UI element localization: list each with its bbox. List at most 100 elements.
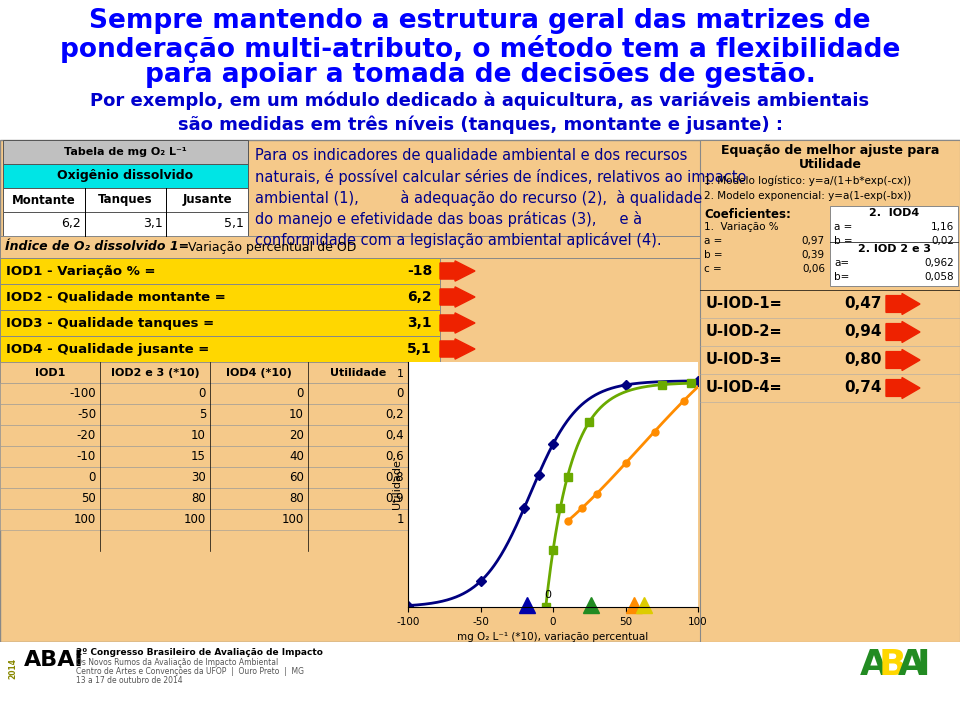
- Text: IOD2 - Qualidade montante =: IOD2 - Qualidade montante =: [6, 290, 226, 303]
- Text: a =: a =: [834, 222, 852, 232]
- FancyBboxPatch shape: [0, 425, 408, 446]
- Text: 13 a 17 de outubro de 2014: 13 a 17 de outubro de 2014: [76, 676, 182, 685]
- Text: 60: 60: [289, 471, 304, 484]
- Text: Por exemplo, em um módulo dedicado à aquicultura, as variáveis ambientais: Por exemplo, em um módulo dedicado à aqu…: [90, 92, 870, 111]
- FancyBboxPatch shape: [0, 509, 408, 530]
- Text: para apoiar a tomada de decisões de gestão.: para apoiar a tomada de decisões de gest…: [145, 62, 815, 88]
- Text: 0,97: 0,97: [802, 236, 825, 246]
- Text: a =: a =: [704, 236, 722, 246]
- Text: Utilidade: Utilidade: [799, 158, 861, 171]
- FancyBboxPatch shape: [0, 310, 440, 336]
- FancyBboxPatch shape: [0, 383, 408, 404]
- Text: 20: 20: [289, 429, 304, 442]
- Text: 1. Modelo logístico: y=a/(1+b*exp(-cx)): 1. Modelo logístico: y=a/(1+b*exp(-cx)): [704, 176, 911, 187]
- Text: 5,1: 5,1: [224, 217, 244, 231]
- Text: -100: -100: [69, 387, 96, 400]
- Text: 100: 100: [183, 513, 206, 526]
- X-axis label: mg O₂ L⁻¹ (*10), variação percentual: mg O₂ L⁻¹ (*10), variação percentual: [457, 633, 649, 643]
- Text: a=: a=: [834, 258, 850, 268]
- Text: 0,39: 0,39: [802, 250, 825, 260]
- Text: 0,4: 0,4: [385, 429, 404, 442]
- Text: 0,962: 0,962: [924, 258, 954, 268]
- Text: b =: b =: [834, 236, 852, 246]
- Text: 0: 0: [396, 387, 404, 400]
- Text: 1: 1: [397, 368, 404, 378]
- Text: 3,1: 3,1: [143, 217, 162, 231]
- Text: IOD1: IOD1: [35, 368, 65, 378]
- Text: 2. IOD 2 e 3: 2. IOD 2 e 3: [857, 244, 930, 254]
- Text: Variação percentual de OD: Variação percentual de OD: [188, 241, 356, 253]
- FancyBboxPatch shape: [0, 362, 408, 383]
- Text: conformidade com a legislação ambiental aplicável (4).: conformidade com a legislação ambiental …: [255, 232, 661, 248]
- Text: 100: 100: [74, 513, 96, 526]
- Text: 10: 10: [191, 429, 206, 442]
- FancyBboxPatch shape: [0, 336, 440, 362]
- Text: Centro de Artes e Convenções da UFOP  |  Ouro Preto  |  MG: Centro de Artes e Convenções da UFOP | O…: [76, 667, 304, 676]
- Text: 15: 15: [191, 450, 206, 463]
- Text: 2. Modelo exponencial: y=a(1-exp(-bx)): 2. Modelo exponencial: y=a(1-exp(-bx)): [704, 191, 911, 201]
- Text: 1: 1: [396, 513, 404, 526]
- FancyBboxPatch shape: [0, 446, 408, 467]
- FancyBboxPatch shape: [700, 140, 960, 642]
- FancyBboxPatch shape: [0, 642, 960, 710]
- Text: Sempre mantendo a estrutura geral das matrizes de: Sempre mantendo a estrutura geral das ma…: [89, 8, 871, 34]
- Text: A: A: [898, 648, 926, 682]
- Text: b =: b =: [704, 250, 723, 260]
- Text: 10: 10: [289, 408, 304, 421]
- FancyBboxPatch shape: [0, 488, 408, 509]
- Text: I: I: [917, 648, 930, 682]
- FancyBboxPatch shape: [0, 284, 440, 310]
- Text: 0,47: 0,47: [845, 297, 882, 312]
- Text: do manejo e efetividade das boas práticas (3),     e à: do manejo e efetividade das boas prática…: [255, 211, 642, 227]
- FancyBboxPatch shape: [830, 206, 958, 286]
- Text: 2º Congresso Brasileiro de Avaliação de Impacto: 2º Congresso Brasileiro de Avaliação de …: [76, 648, 323, 657]
- Text: Coeficientes:: Coeficientes:: [704, 208, 791, 221]
- Text: U-IOD-3=: U-IOD-3=: [706, 352, 782, 368]
- FancyBboxPatch shape: [0, 140, 960, 642]
- Text: 0,8: 0,8: [386, 471, 404, 484]
- Text: 6,2: 6,2: [407, 290, 432, 304]
- Text: 0,02: 0,02: [931, 236, 954, 246]
- FancyArrow shape: [440, 313, 475, 333]
- Text: IOD2 e 3 (*10): IOD2 e 3 (*10): [110, 368, 200, 378]
- FancyArrow shape: [440, 261, 475, 281]
- Text: 0,94: 0,94: [845, 324, 882, 339]
- Text: ponderação multi-atributo, o método tem a flexibilidade: ponderação multi-atributo, o método tem …: [60, 35, 900, 63]
- Text: 0: 0: [199, 387, 206, 400]
- Text: 2014: 2014: [8, 658, 17, 679]
- Text: Para os indicadores de qualidade ambiental e dos recursos: Para os indicadores de qualidade ambient…: [255, 148, 687, 163]
- Text: Tabela de mg O₂ L⁻¹: Tabela de mg O₂ L⁻¹: [63, 147, 186, 157]
- FancyBboxPatch shape: [0, 236, 700, 258]
- Text: -20: -20: [77, 429, 96, 442]
- FancyArrow shape: [886, 378, 920, 398]
- Text: 30: 30: [191, 471, 206, 484]
- Text: 5,1: 5,1: [407, 342, 432, 356]
- Text: U-IOD-2=: U-IOD-2=: [706, 324, 782, 339]
- Text: naturais, é possível calcular séries de índices, relativos ao impacto: naturais, é possível calcular séries de …: [255, 169, 746, 185]
- Text: 0,6: 0,6: [385, 450, 404, 463]
- Text: Jusante: Jusante: [182, 194, 232, 207]
- FancyArrow shape: [440, 339, 475, 359]
- FancyBboxPatch shape: [3, 212, 248, 236]
- Text: 1.  Variação %: 1. Variação %: [704, 222, 779, 232]
- Text: 1,16: 1,16: [931, 222, 954, 232]
- Text: 6,2: 6,2: [60, 217, 81, 231]
- Text: Tanques: Tanques: [98, 194, 153, 207]
- Text: Oxigênio dissolvido: Oxigênio dissolvido: [57, 170, 193, 182]
- Text: IOD3 - Qualidade tanques =: IOD3 - Qualidade tanques =: [6, 317, 214, 329]
- Text: 0,74: 0,74: [845, 381, 882, 395]
- Text: 0,06: 0,06: [802, 264, 825, 274]
- Text: Montante: Montante: [12, 194, 76, 207]
- Text: U-IOD-1=: U-IOD-1=: [706, 297, 782, 312]
- Text: 0,9: 0,9: [385, 492, 404, 505]
- FancyArrow shape: [440, 287, 475, 307]
- Text: -10: -10: [77, 450, 96, 463]
- Text: IOD1 - Variação % =: IOD1 - Variação % =: [6, 265, 156, 278]
- Text: 3,1: 3,1: [407, 316, 432, 330]
- Text: 50: 50: [82, 492, 96, 505]
- Text: 0,2: 0,2: [385, 408, 404, 421]
- FancyBboxPatch shape: [3, 188, 248, 212]
- Y-axis label: Utilidade: Utilidade: [393, 459, 402, 510]
- Text: 0: 0: [297, 387, 304, 400]
- Text: Utilidade: Utilidade: [330, 368, 386, 378]
